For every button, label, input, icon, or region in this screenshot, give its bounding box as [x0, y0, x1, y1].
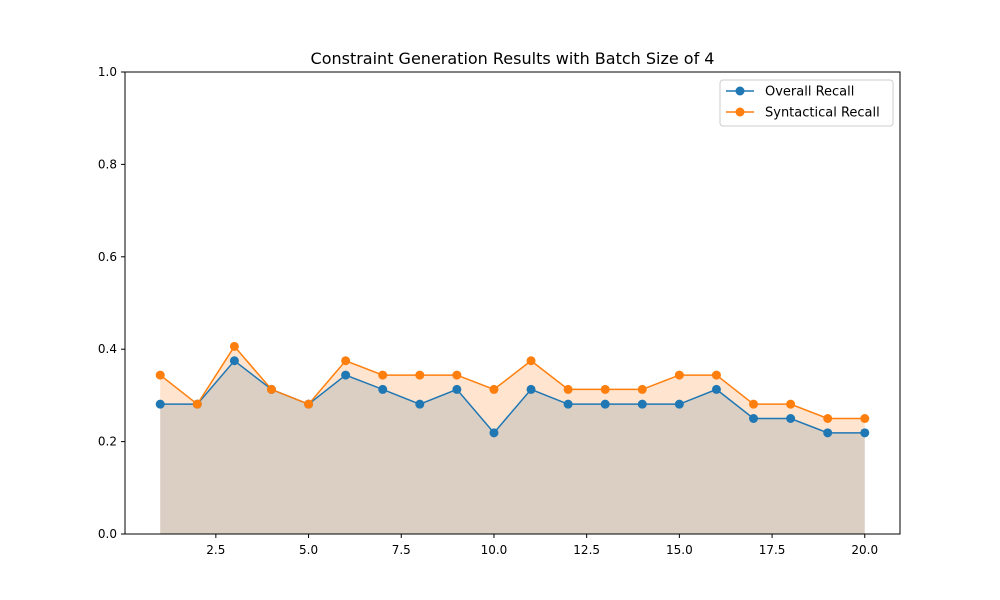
- x-tick-label: 5.0: [299, 543, 318, 557]
- x-tick-label: 7.5: [392, 543, 411, 557]
- data-point: [378, 384, 388, 394]
- data-point: [711, 384, 721, 394]
- data-point: [860, 428, 870, 438]
- data-point: [823, 414, 833, 423]
- series-line-1: [159, 345, 865, 420]
- series-area-0: [160, 360, 865, 534]
- data-point: [155, 399, 165, 409]
- data-point: [192, 399, 202, 409]
- data-point: [304, 399, 314, 409]
- data-point: [637, 384, 647, 394]
- data-point: [860, 414, 870, 423]
- data-point: [823, 428, 833, 438]
- data-point: [266, 384, 276, 394]
- chart-title: Constraint Generation Results with Batch…: [311, 49, 715, 68]
- data-point: [452, 370, 462, 380]
- data-point: [341, 370, 351, 380]
- data-point: [415, 370, 425, 380]
- legend: Overall Recall Syntactical Recall: [719, 79, 894, 127]
- legend-label: Syntactical Recall: [765, 106, 880, 121]
- legend-box: [719, 79, 894, 127]
- x-tick-label: 15.0: [666, 543, 693, 557]
- data-point: [786, 414, 796, 423]
- y-tick-label: 0.6: [98, 250, 117, 264]
- y-tick-label: 0.8: [98, 157, 117, 171]
- data-point: [600, 384, 610, 394]
- x-tick-label: 10.0: [481, 543, 508, 557]
- data-point: [489, 384, 499, 394]
- plot-area: 2.5 5.0 7.5 10.0 12.5 15.0 17.5 20.0 0.0 0.2 0.4 0.…: [98, 65, 901, 557]
- data-point: [749, 414, 759, 423]
- data-point: [600, 399, 610, 409]
- data-point: [563, 384, 573, 394]
- legend-marker: [735, 107, 745, 117]
- data-point: [341, 356, 351, 366]
- y-tick-label: 1.0: [98, 65, 117, 79]
- data-point: [526, 384, 536, 394]
- data-point: [674, 370, 684, 380]
- y-tick-label: 0.2: [98, 435, 117, 449]
- data-point: [415, 399, 425, 409]
- data-point: [786, 399, 796, 409]
- data-point: [378, 370, 388, 380]
- data-point: [526, 356, 536, 366]
- x-tick-label: 2.5: [206, 543, 225, 557]
- x-tick-label: 20.0: [851, 543, 878, 557]
- x-tick-label: 17.5: [759, 543, 786, 557]
- data-point: [749, 399, 759, 409]
- axes-frame: [124, 71, 901, 535]
- data-point: [674, 399, 684, 409]
- data-point: [229, 356, 239, 366]
- legend-label: Overall Recall: [765, 85, 854, 100]
- data-point: [563, 399, 573, 409]
- data-point: [637, 399, 647, 409]
- legend-marker: [735, 86, 745, 96]
- y-tick-label: 0.4: [98, 342, 117, 356]
- data-point: [489, 428, 499, 438]
- data-point: [155, 370, 165, 380]
- x-tick-label: 12.5: [573, 543, 600, 557]
- data-point: [229, 341, 239, 351]
- data-point: [711, 370, 721, 380]
- series-area-1: [160, 346, 865, 534]
- y-tick-label: 0.0: [98, 527, 117, 541]
- data-point: [452, 384, 462, 394]
